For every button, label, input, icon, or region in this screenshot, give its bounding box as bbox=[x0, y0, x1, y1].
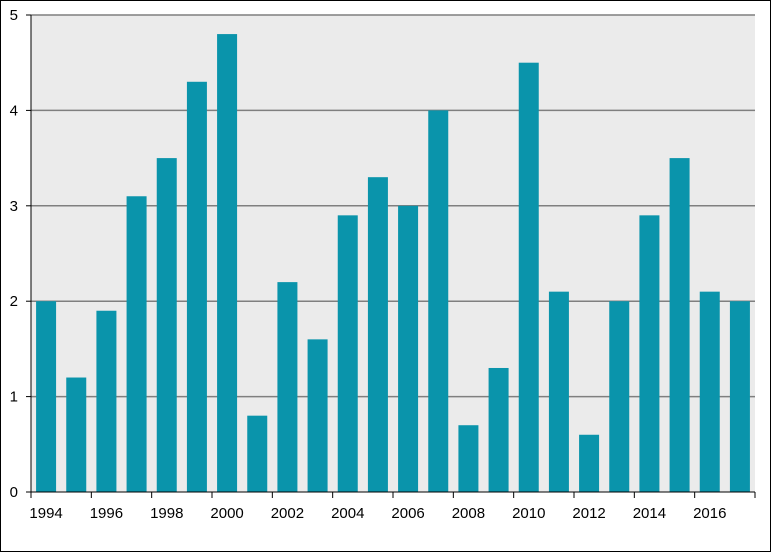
bar-1996 bbox=[96, 310, 117, 492]
bar-1997 bbox=[126, 196, 147, 492]
bar-1998 bbox=[156, 158, 177, 492]
y-tick-label: 1 bbox=[10, 389, 18, 406]
bar-2008 bbox=[458, 425, 479, 492]
x-tick-label: 2016 bbox=[693, 505, 726, 522]
bar-1994 bbox=[36, 301, 57, 492]
bar-2009 bbox=[488, 367, 509, 492]
x-tick-label: 2006 bbox=[391, 505, 424, 522]
bar-2002 bbox=[277, 282, 298, 492]
gridlines bbox=[31, 14, 755, 398]
bar-2017 bbox=[729, 301, 750, 492]
x-tick-label: 2008 bbox=[452, 505, 485, 522]
y-tick-label: 5 bbox=[10, 7, 18, 24]
bar-1995 bbox=[66, 377, 87, 492]
bar-2001 bbox=[247, 415, 268, 492]
bar-1999 bbox=[186, 81, 207, 492]
y-tick-label: 4 bbox=[10, 102, 18, 119]
y-axis-ticks: 0 1 2 3 4 5 bbox=[10, 7, 31, 501]
bar-2004 bbox=[337, 215, 358, 492]
x-axis-ticks: 1994 1996 1998 2000 2002 2004 2006 2008 2010 2012… bbox=[29, 492, 756, 522]
bar-2016 bbox=[699, 291, 720, 492]
bar-2011 bbox=[548, 291, 569, 492]
y-tick-label: 0 bbox=[10, 484, 18, 501]
bar-2013 bbox=[609, 301, 630, 492]
x-tick-label: 2012 bbox=[572, 505, 605, 522]
y-tick-label: 2 bbox=[10, 293, 18, 310]
bar-series bbox=[36, 34, 750, 493]
x-tick-label: 2002 bbox=[271, 505, 304, 522]
x-tick-label: 2010 bbox=[512, 505, 545, 522]
x-tick-label: 1998 bbox=[150, 505, 183, 522]
y-tick-label: 3 bbox=[10, 198, 18, 215]
bar-2006 bbox=[398, 205, 419, 493]
x-tick-label: 2014 bbox=[633, 505, 666, 522]
bar-2000 bbox=[217, 34, 238, 492]
bar-2012 bbox=[579, 434, 600, 492]
bar-2015 bbox=[669, 158, 690, 492]
bar-2010 bbox=[518, 62, 539, 492]
bar-2003 bbox=[307, 339, 328, 492]
x-tick-label: 2004 bbox=[331, 505, 364, 522]
bar-2007 bbox=[428, 110, 449, 493]
bar-2014 bbox=[639, 215, 660, 492]
x-tick-label: 1996 bbox=[90, 505, 123, 522]
bar-2005 bbox=[367, 177, 388, 492]
plot-area bbox=[31, 15, 755, 492]
x-tick-label: 1994 bbox=[29, 505, 62, 522]
x-tick-label: 2000 bbox=[210, 505, 243, 522]
